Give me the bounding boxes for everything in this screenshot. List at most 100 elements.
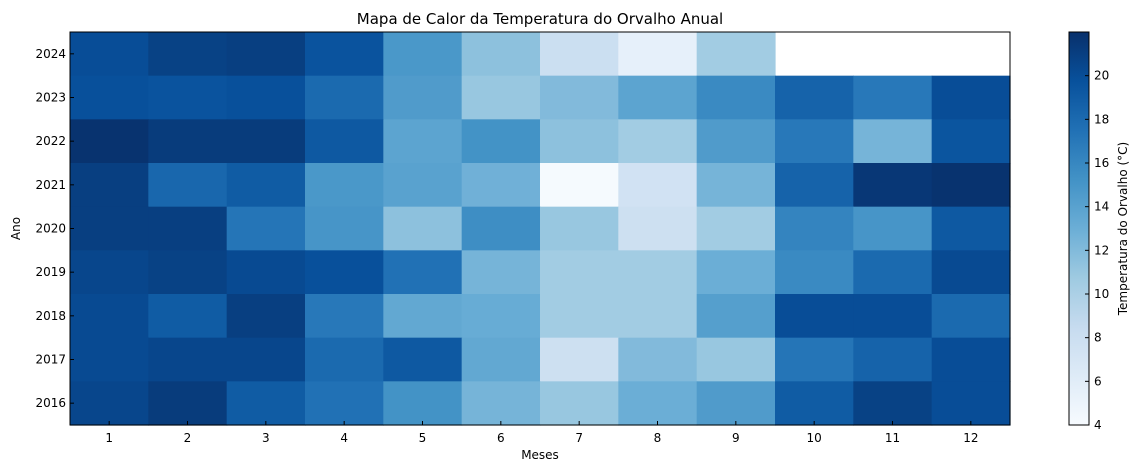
heatmap-cell [148,294,228,339]
heatmap-cell [461,381,541,426]
heatmap-cell [461,206,541,251]
colorbar-tick-label: 6 [1094,374,1102,388]
heatmap-cell [383,32,463,77]
x-tick-label: 5 [419,431,427,445]
heatmap-cell [461,163,541,208]
heatmap-cell [775,163,854,208]
heatmap-cell [383,250,463,295]
heatmap-cell [696,250,776,295]
y-tick-label: 2020 [35,222,66,236]
heatmap-cell [305,75,384,120]
heatmap-cell [226,75,306,120]
heatmap-cell [775,119,854,164]
heatmap-cell [305,337,384,382]
heatmap-cell [148,163,228,208]
heatmap-cell [931,250,1011,295]
heatmap-cell [148,206,228,251]
heatmap-cell [540,206,619,251]
x-tick-label: 2 [184,431,192,445]
heatmap-cell [540,32,619,77]
heatmap-cell [775,250,854,295]
heatmap-cell [305,381,384,426]
heatmap-cell [775,75,854,120]
heatmap-cell [696,32,776,77]
colorbar-tick-label: 12 [1094,243,1109,257]
heatmap-cell [305,119,384,164]
heatmap-cell [383,294,463,339]
colorbar-tick-label: 18 [1094,112,1109,126]
heatmap-cell [931,119,1011,164]
colorbar-tick-label: 20 [1094,69,1109,83]
heatmap-cell [696,163,776,208]
y-tick-label: 2022 [35,134,66,148]
heatmap-cell [540,381,619,426]
y-tick-label: 2024 [35,47,66,61]
x-tick-label: 6 [497,431,505,445]
heatmap-cell [461,294,541,339]
colorbar [1068,31,1090,426]
heatmap-cell [618,381,698,426]
heatmap-cell [931,206,1011,251]
colorbar-tick-label: 14 [1094,200,1109,214]
heatmap-cell [70,75,149,120]
heatmap-cell [383,75,463,120]
heatmap-cell [226,250,306,295]
heatmap-cell [540,163,619,208]
heatmap-cell [305,294,384,339]
heatmap-cell [148,381,228,426]
heatmap-cell [540,294,619,339]
heatmap-cell [853,119,933,164]
heatmap-cell [461,337,541,382]
heatmap-cell [775,381,854,426]
y-tick-label: 2018 [35,309,66,323]
chart-title: Mapa de Calor da Temperatura do Orvalho … [357,10,723,28]
heatmap-cell [383,119,463,164]
heatmap-cell [618,250,698,295]
heatmap-cell [931,163,1011,208]
heatmap-cell [70,294,149,339]
heatmap-cell [461,75,541,120]
heatmap-cell [383,163,463,208]
x-tick-label: 4 [340,431,348,445]
heatmap-cell [305,250,384,295]
heatmap-cell [305,32,384,77]
y-tick-label: 2023 [35,91,66,105]
heatmap-cell [775,337,854,382]
heatmap-cell [70,337,149,382]
heatmap-cell [618,32,698,77]
heatmap-cell [853,381,933,426]
heatmap-cell [696,337,776,382]
heatmap-cell [383,381,463,426]
heatmap-cell [226,337,306,382]
colorbar-tick-label: 16 [1094,156,1109,170]
heatmap-cell [305,163,384,208]
heatmap-cell [853,294,933,339]
heatmap-cell [540,337,619,382]
heatmap-cell [226,32,306,77]
heatmap-cell [148,32,228,77]
colorbar-tick-label: 10 [1094,287,1109,301]
heatmap-cell [775,294,854,339]
heatmap-cell [696,294,776,339]
heatmap-cell [148,75,228,120]
heatmap-cell [226,163,306,208]
y-tick-label: 2019 [35,265,66,279]
heatmap-cell [853,75,933,120]
y-tick-label: 2016 [35,396,66,410]
heatmap-cell [618,75,698,120]
heatmap-cell [853,250,933,295]
heatmap-cell [931,381,1011,426]
heatmap-cell [775,206,854,251]
colorbar-tick-label: 4 [1094,418,1102,432]
heatmap-cell [618,206,698,251]
heatmap-cell [70,119,149,164]
heatmap-cell [853,206,933,251]
x-tick-label: 7 [575,431,583,445]
heatmap-cell [305,206,384,251]
heatmap-cell [540,119,619,164]
colorbar-ticks: 4 6 8 10 12 14 16 18 20 [1085,69,1109,432]
heatmap-cell [226,294,306,339]
heatmap-cell [853,337,933,382]
heatmap-cell [70,163,149,208]
heatmap-cell [696,381,776,426]
